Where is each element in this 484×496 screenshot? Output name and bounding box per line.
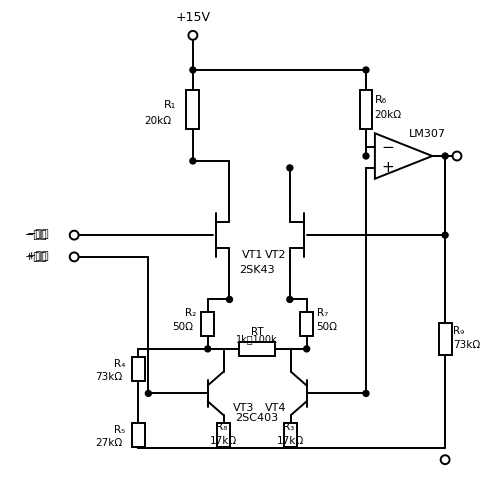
Circle shape: [303, 346, 309, 352]
Text: 2SK43: 2SK43: [239, 265, 274, 275]
Bar: [284, 423, 297, 447]
Text: 73kΩ: 73kΩ: [95, 372, 122, 381]
Text: R₇: R₇: [316, 309, 327, 318]
Text: −输入: −输入: [27, 229, 49, 239]
Text: R₄: R₄: [114, 359, 125, 369]
Bar: [201, 312, 214, 336]
Text: +15V: +15V: [175, 11, 210, 24]
Text: 17kΩ: 17kΩ: [277, 436, 304, 446]
Circle shape: [190, 158, 196, 164]
Text: 2SC403: 2SC403: [235, 413, 278, 423]
Text: R₃: R₃: [283, 422, 294, 432]
Text: R₂: R₂: [184, 309, 196, 318]
Text: VT1: VT1: [242, 250, 263, 260]
Text: R₁: R₁: [164, 100, 176, 110]
Text: 27kΩ: 27kΩ: [95, 438, 122, 448]
Bar: [186, 90, 199, 129]
Text: −: −: [380, 139, 393, 155]
Text: 1k～100k: 1k～100k: [236, 334, 277, 344]
Bar: [359, 90, 372, 129]
Text: R₈: R₈: [215, 422, 227, 432]
Text: +输入: +输入: [27, 251, 49, 261]
Circle shape: [286, 165, 292, 171]
Text: 17kΩ: 17kΩ: [210, 436, 237, 446]
Text: 20kΩ: 20kΩ: [373, 111, 400, 121]
Circle shape: [145, 390, 151, 396]
Text: R₅: R₅: [114, 425, 125, 435]
Text: LM307: LM307: [408, 129, 445, 139]
Bar: [300, 312, 313, 336]
Bar: [239, 342, 274, 356]
Circle shape: [441, 153, 447, 159]
Circle shape: [226, 297, 232, 303]
Text: −输入: −输入: [25, 230, 47, 240]
Bar: [132, 357, 145, 380]
Text: VT2: VT2: [265, 250, 286, 260]
Text: 73kΩ: 73kΩ: [452, 340, 479, 350]
Text: VT4: VT4: [265, 403, 286, 413]
Circle shape: [363, 67, 368, 73]
Circle shape: [204, 346, 210, 352]
Circle shape: [286, 297, 292, 303]
Text: +: +: [380, 160, 393, 176]
Text: R₉: R₉: [452, 326, 463, 336]
Text: 50Ω: 50Ω: [171, 322, 193, 332]
Bar: [438, 323, 451, 355]
Text: 20kΩ: 20kΩ: [144, 117, 171, 126]
Circle shape: [190, 67, 196, 73]
Text: 50Ω: 50Ω: [316, 322, 337, 332]
Circle shape: [441, 232, 447, 238]
Circle shape: [363, 390, 368, 396]
Text: RT: RT: [250, 327, 263, 337]
Circle shape: [363, 153, 368, 159]
Text: VT3: VT3: [232, 403, 253, 413]
Text: +输入: +输入: [25, 252, 47, 262]
Bar: [217, 423, 229, 447]
Text: R₆: R₆: [374, 95, 386, 105]
Bar: [132, 423, 145, 447]
